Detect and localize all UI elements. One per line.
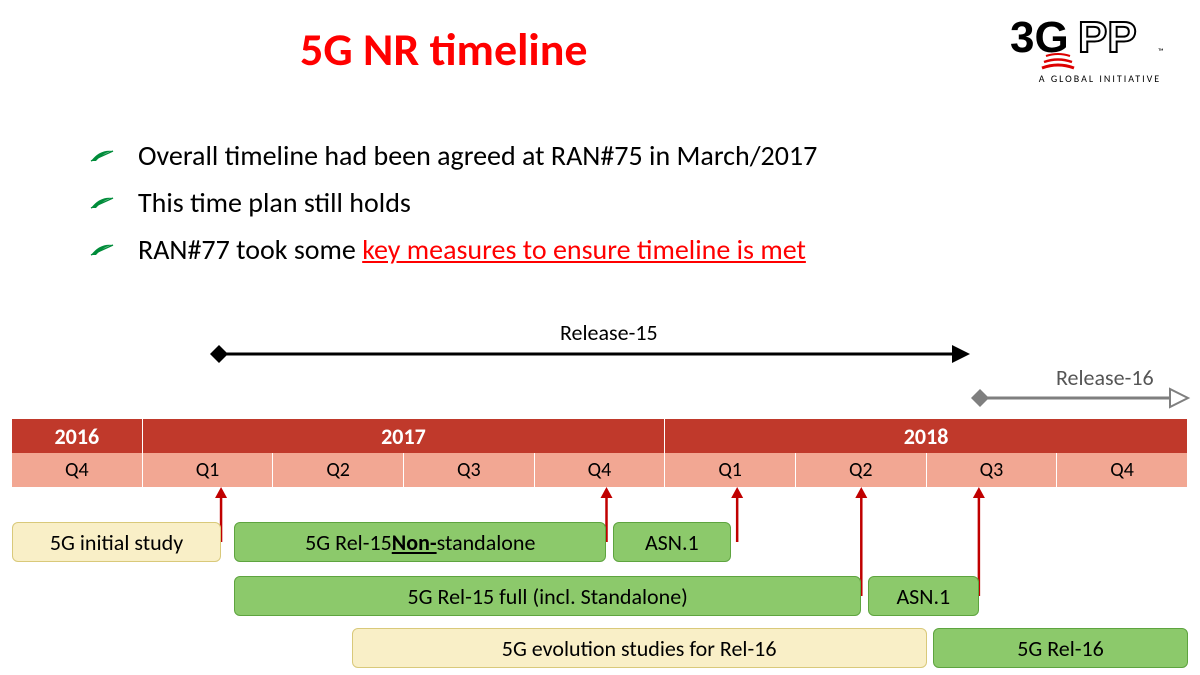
gantt-bar: 5G Rel-16 (933, 628, 1188, 668)
gantt-bar: 5G Rel-15 full (incl. Standalone) (234, 576, 861, 616)
gantt-bar: ASN.1 (868, 576, 979, 616)
gantt-bar: 5G initial study (12, 522, 221, 562)
gantt-bar: 5G Rel-15 Non-standalone (234, 522, 606, 562)
slide: 5G NR timeline 3G PP ™ A GLOBAL INITIATI… (0, 0, 1200, 675)
vlines-svg (0, 0, 1200, 675)
gantt-bar: ASN.1 (613, 522, 731, 562)
gantt-bar: 5G evolution studies for Rel-16 (352, 628, 927, 668)
